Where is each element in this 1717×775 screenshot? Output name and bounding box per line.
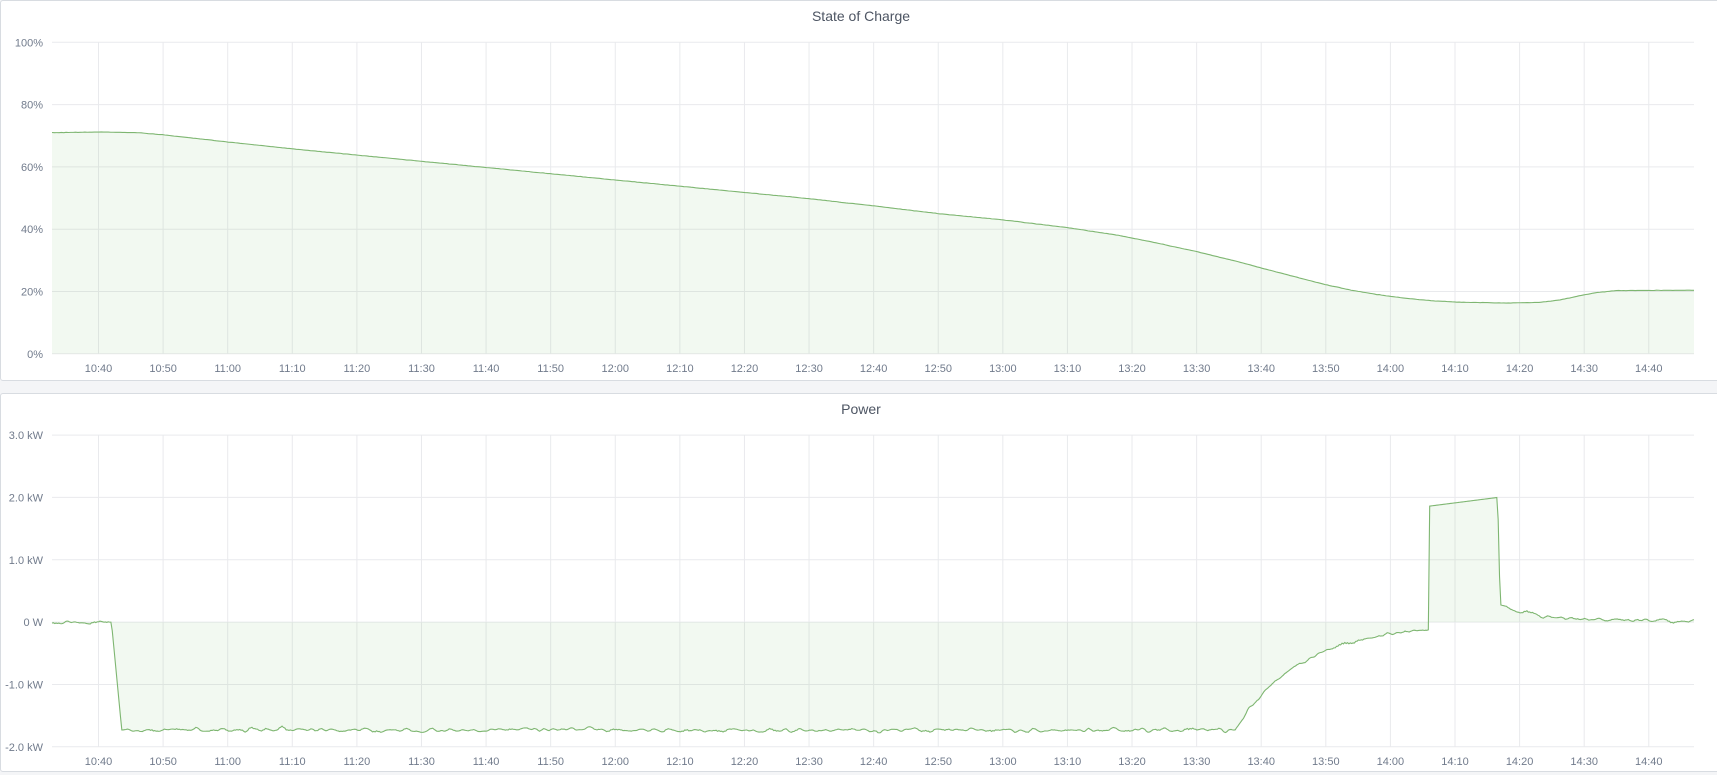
svg-text:14:30: 14:30 [1570, 363, 1598, 375]
svg-text:13:50: 13:50 [1312, 363, 1340, 375]
svg-text:11:10: 11:10 [279, 756, 306, 768]
svg-text:12:00: 12:00 [602, 756, 630, 768]
svg-text:14:10: 14:10 [1441, 756, 1469, 768]
svg-text:14:10: 14:10 [1441, 363, 1469, 375]
svg-text:12:40: 12:40 [860, 756, 888, 768]
svg-text:13:10: 13:10 [1054, 363, 1082, 375]
svg-text:12:00: 12:00 [602, 363, 630, 375]
svg-text:11:30: 11:30 [408, 363, 435, 375]
svg-text:11:20: 11:20 [344, 756, 371, 768]
svg-text:13:30: 13:30 [1183, 756, 1211, 768]
svg-text:60%: 60% [21, 162, 43, 174]
svg-text:12:20: 12:20 [731, 756, 759, 768]
svg-text:11:50: 11:50 [537, 363, 564, 375]
svg-text:13:40: 13:40 [1247, 756, 1275, 768]
svg-text:12:30: 12:30 [795, 756, 823, 768]
svg-text:3.0 kW: 3.0 kW [9, 430, 44, 442]
svg-text:13:50: 13:50 [1312, 756, 1340, 768]
svg-text:14:40: 14:40 [1635, 363, 1663, 375]
svg-text:0%: 0% [27, 349, 43, 361]
svg-text:12:10: 12:10 [666, 756, 694, 768]
svg-text:11:00: 11:00 [214, 363, 241, 375]
svg-text:12:50: 12:50 [924, 756, 952, 768]
svg-text:11:40: 11:40 [473, 363, 500, 375]
svg-text:13:20: 13:20 [1118, 756, 1146, 768]
svg-text:2.0 kW: 2.0 kW [9, 492, 44, 504]
svg-text:13:40: 13:40 [1247, 363, 1275, 375]
svg-text:14:00: 14:00 [1377, 756, 1405, 768]
svg-text:12:40: 12:40 [860, 363, 888, 375]
svg-text:14:00: 14:00 [1377, 363, 1405, 375]
svg-text:1.0 kW: 1.0 kW [9, 555, 44, 567]
svg-text:0 W: 0 W [23, 617, 43, 629]
svg-text:11:40: 11:40 [473, 756, 500, 768]
svg-text:100%: 100% [15, 37, 43, 49]
svg-text:13:00: 13:00 [989, 363, 1017, 375]
svg-text:11:30: 11:30 [408, 756, 435, 768]
svg-text:14:20: 14:20 [1506, 363, 1534, 375]
svg-text:14:20: 14:20 [1506, 756, 1534, 768]
svg-text:10:40: 10:40 [85, 756, 113, 768]
svg-text:11:10: 11:10 [279, 363, 306, 375]
svg-text:12:30: 12:30 [795, 363, 823, 375]
svg-text:14:30: 14:30 [1570, 756, 1598, 768]
svg-text:13:20: 13:20 [1118, 363, 1146, 375]
svg-text:10:50: 10:50 [149, 363, 177, 375]
svg-text:13:00: 13:00 [989, 756, 1017, 768]
svg-text:80%: 80% [21, 100, 43, 112]
svg-text:10:40: 10:40 [85, 363, 113, 375]
svg-text:20%: 20% [21, 287, 43, 299]
svg-text:11:50: 11:50 [537, 756, 564, 768]
svg-text:-1.0 kW: -1.0 kW [5, 680, 44, 692]
svg-text:11:00: 11:00 [214, 756, 241, 768]
svg-text:13:30: 13:30 [1183, 363, 1211, 375]
svg-text:12:10: 12:10 [666, 363, 694, 375]
svg-text:13:10: 13:10 [1054, 756, 1082, 768]
svg-text:10:50: 10:50 [149, 756, 177, 768]
svg-text:12:50: 12:50 [924, 363, 952, 375]
svg-text:40%: 40% [21, 224, 43, 236]
svg-text:-2.0 kW: -2.0 kW [5, 742, 44, 754]
svg-text:14:40: 14:40 [1635, 756, 1663, 768]
svg-text:12:20: 12:20 [731, 363, 759, 375]
svg-text:11:20: 11:20 [344, 363, 371, 375]
